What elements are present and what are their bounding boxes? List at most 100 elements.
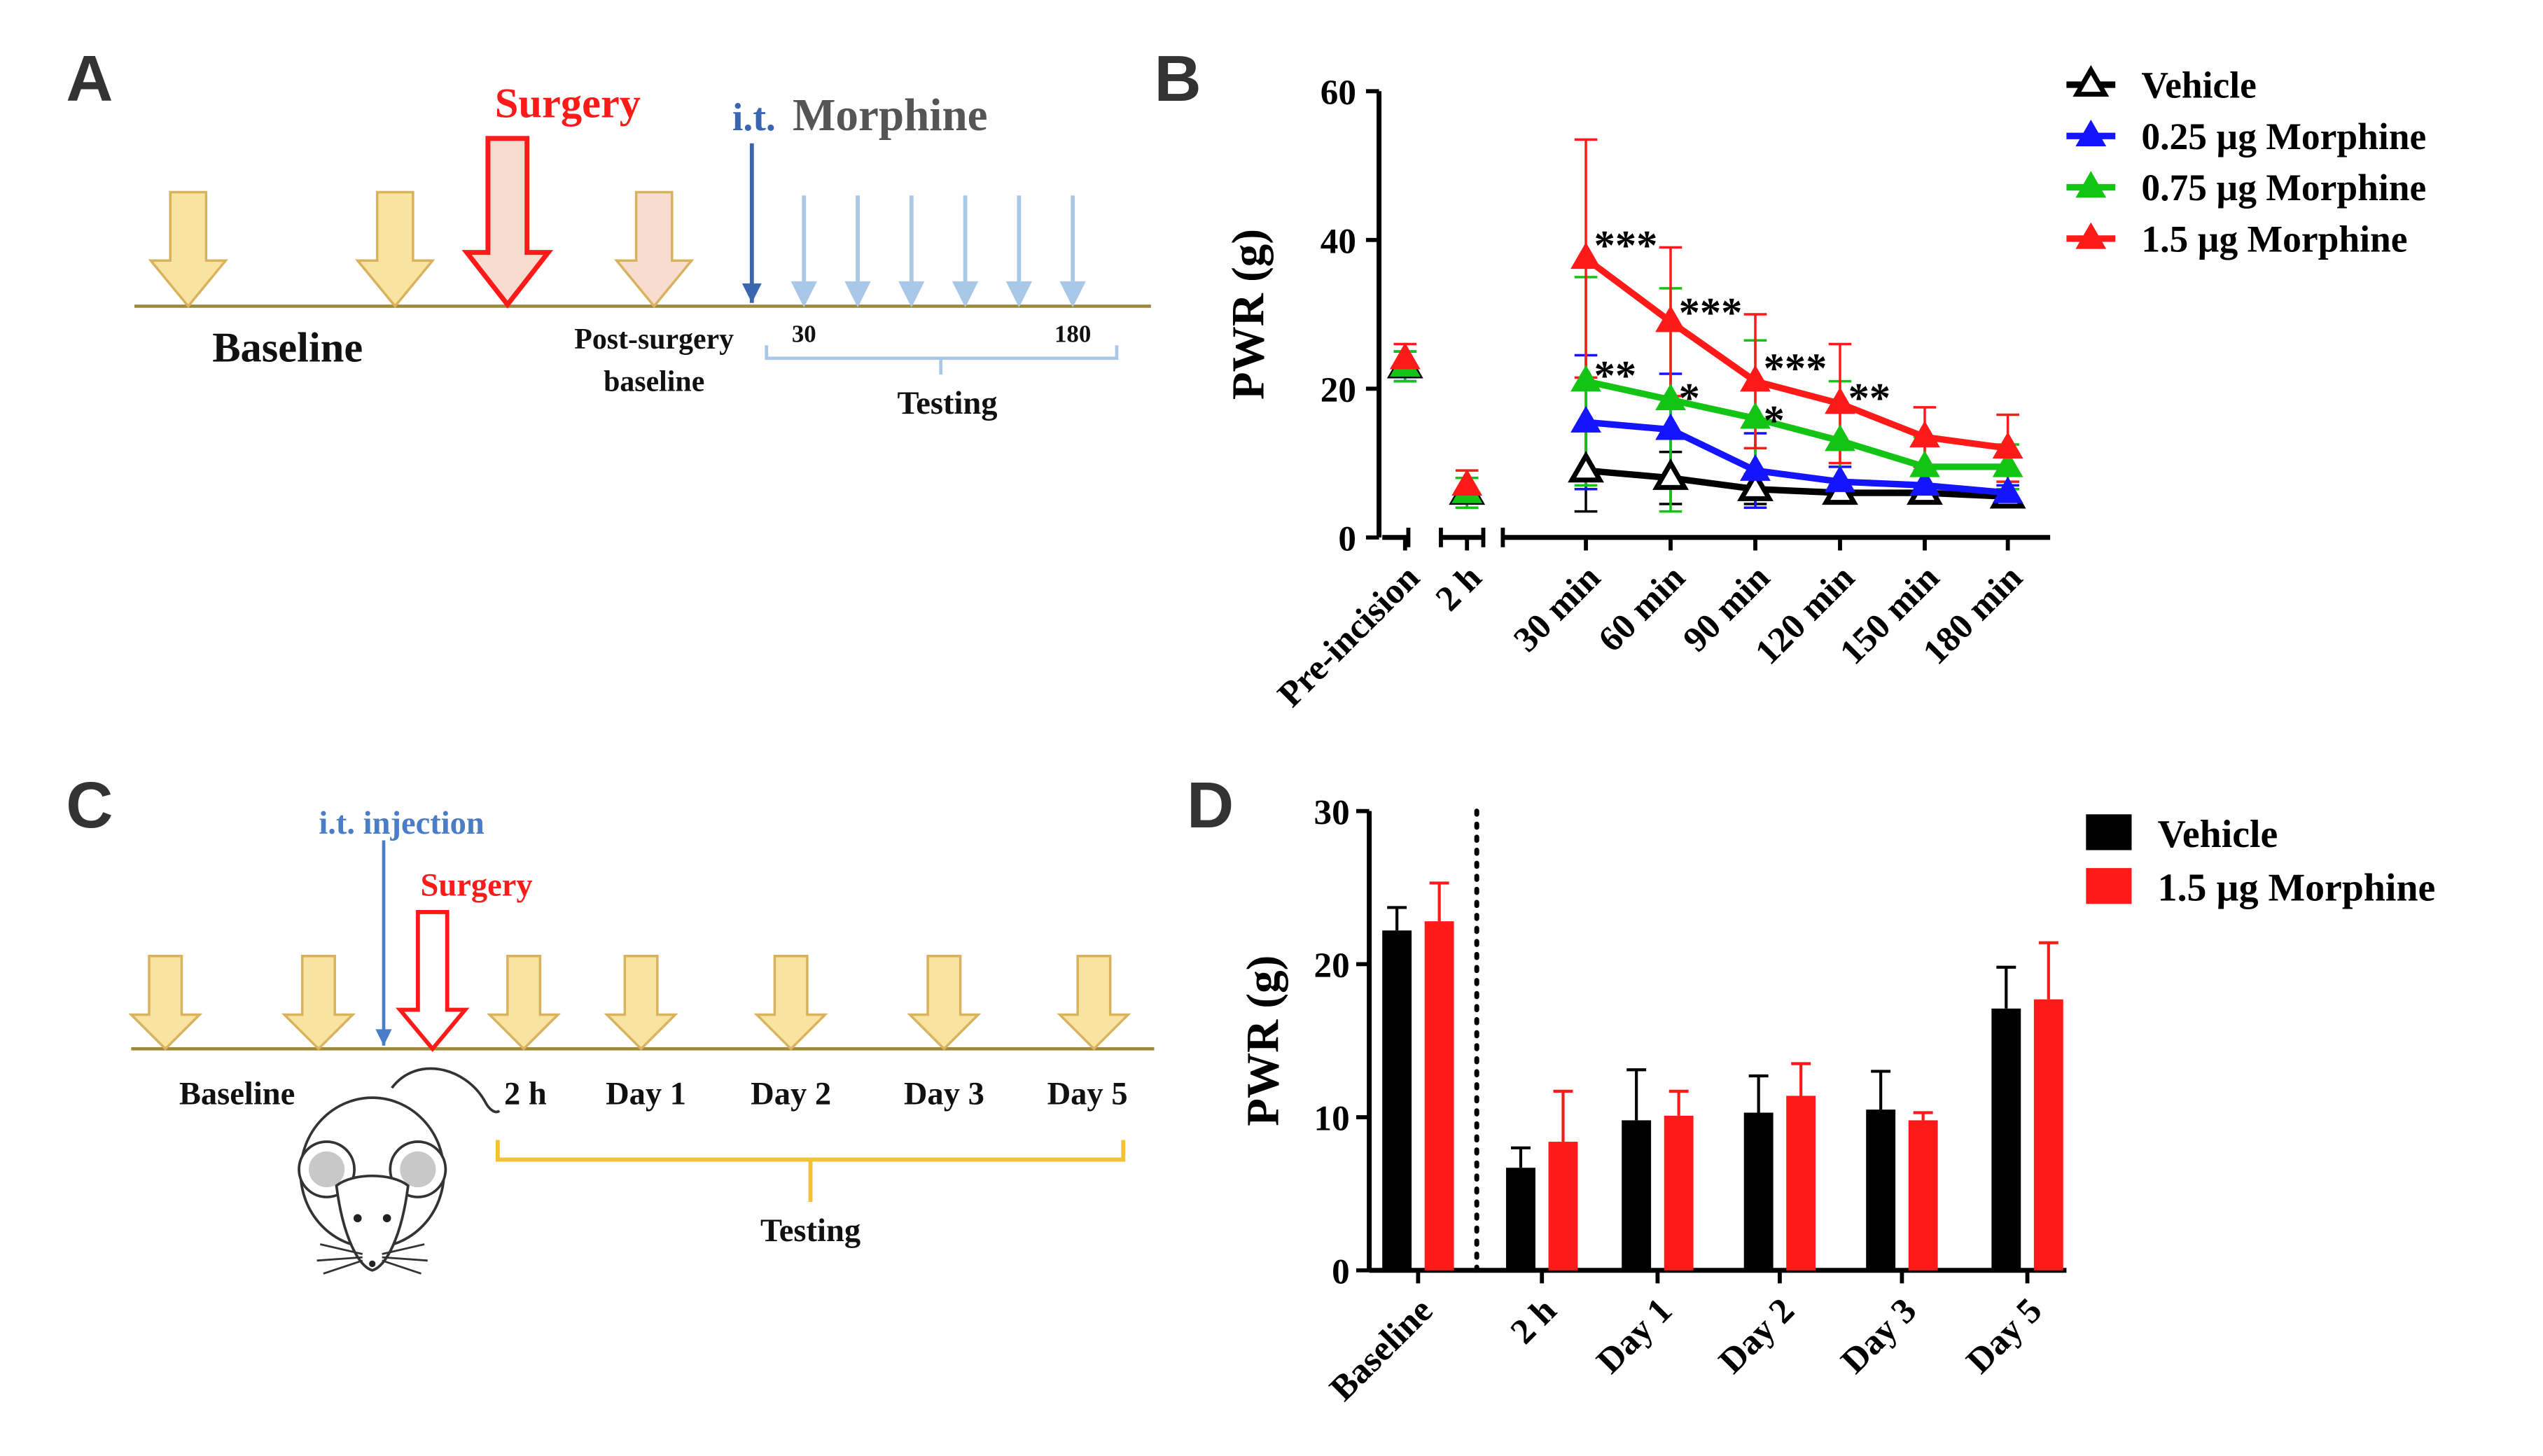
significance-mark-b: **: [1594, 353, 1636, 400]
data-point-b: [1570, 242, 1601, 270]
it-label-a: i.t.: [732, 96, 776, 139]
y-tick-label-d: 20: [1314, 946, 1350, 986]
morphine-label-a: Morphine: [793, 90, 988, 141]
mouse-nose: [369, 1260, 376, 1268]
surgery-arrow-c: [396, 910, 470, 1052]
timepoint-label-c: Day 3: [904, 1076, 984, 1112]
chart-d: 0 10 20 30 PWR (g) Baseline 2 h Day 1 Day 2 Day 3…: [1238, 792, 2435, 1408]
series-line-b: [1584, 255, 2009, 451]
testing-arrow-c2: [604, 954, 678, 1051]
mouse-whiskers: [316, 1243, 428, 1275]
x-tick-label-d: Day 2: [1711, 1290, 1802, 1381]
baseline-label-c: Baseline: [179, 1076, 295, 1112]
panel-label-b: B: [1154, 42, 1201, 115]
data-point-b: [1568, 451, 1604, 483]
bar-d: [1866, 1110, 1896, 1270]
legend-swatch-d: [2086, 814, 2132, 850]
legend-label-b: Vehicle: [2141, 64, 2256, 106]
post-surgery-arrow: [614, 190, 695, 309]
baseline-arrow-1: [148, 190, 229, 309]
baseline-arrow-2: [355, 190, 436, 309]
legend-label-b: 1.5 µg Morphine: [2141, 218, 2407, 260]
it-injection-arrowhead-a: [741, 283, 762, 303]
legend-label-b: 0.25 µg Morphine: [2141, 115, 2426, 158]
post-baseline-label-a: baseline: [604, 365, 704, 398]
mouse-eye-right: [382, 1214, 391, 1223]
data-point-b: [1652, 458, 1689, 490]
data-point-b: [1825, 465, 1855, 492]
bar-d: [1664, 1115, 1694, 1270]
data-point-b: [1909, 450, 1940, 477]
y-tick-label-b: 20: [1321, 370, 1356, 410]
x-tick-label-d: 2 h: [1503, 1290, 1564, 1352]
mouse-ear-right-inner: [400, 1151, 436, 1188]
legend-marker-b: [2072, 65, 2110, 97]
testing-arrow-c1: [487, 954, 562, 1051]
testing-label-a: Testing: [897, 386, 997, 421]
timepoint-label-c: 2 h: [504, 1076, 547, 1112]
legend-label-d: 1.5 µg Morphine: [2158, 867, 2436, 910]
surgery-title-c: Surgery: [421, 868, 533, 904]
panel-c-schematic: i.t. injection Surgery Baseline 2 h Day …: [128, 806, 1155, 1275]
data-point-b: [1825, 424, 1855, 451]
post-surgery-label-a: Post-surgery: [574, 323, 734, 356]
bar-d: [2033, 999, 2063, 1270]
y-tick-label-b: 0: [1338, 519, 1356, 559]
significance-mark-b: *: [1764, 397, 1785, 444]
data-point-b: [1655, 305, 1686, 332]
significance-mark-b: ***: [1679, 289, 1743, 336]
data-point-b: [1992, 476, 2023, 503]
testing-arrow-c5: [1057, 954, 1131, 1051]
testing-bracket-c: [495, 1140, 1126, 1203]
testing-label-c: Testing: [760, 1213, 861, 1249]
x-tick-label-d: Day 1: [1589, 1290, 1680, 1381]
bar-d: [1622, 1120, 1652, 1270]
legend-label-b: 0.75 µg Morphine: [2141, 167, 2426, 209]
bar-d: [1786, 1096, 1816, 1270]
significance-mark-b: **: [1848, 375, 1890, 422]
x-tick-label-b: 30 min: [1506, 557, 1608, 659]
x-tick-label-b: 60 min: [1591, 557, 1693, 659]
mouse-tail: [391, 1067, 501, 1114]
x-tick-label-d: Baseline: [1322, 1290, 1440, 1408]
data-point-b: [1570, 365, 1601, 392]
data-point-b: [1570, 405, 1601, 433]
baseline-arrow-c2: [281, 954, 356, 1051]
legend-marker-b: [2075, 120, 2107, 147]
y-tick-label-d: 0: [1332, 1252, 1350, 1292]
y-tick-label-d: 10: [1314, 1099, 1350, 1139]
timepoint-label-c: Day 1: [606, 1076, 686, 1112]
series-line-b: [1585, 419, 2009, 496]
significance-mark-b: ***: [1764, 345, 1827, 392]
panel-label-c: C: [66, 769, 113, 841]
legend-label-d: Vehicle: [2158, 813, 2278, 856]
data-point-b: [1740, 402, 1771, 429]
panel-label-a: A: [66, 42, 113, 115]
data-point-b: [1825, 387, 1855, 414]
data-point-b: [1740, 454, 1771, 481]
mouse-head: [335, 1175, 410, 1272]
y-tick-label-b: 60: [1321, 73, 1356, 113]
x-tick-label-b: 2 h: [1428, 557, 1489, 619]
bar-d: [1743, 1112, 1774, 1270]
bar-d: [1548, 1142, 1578, 1270]
bar-d: [1424, 921, 1454, 1270]
data-point-b: [1909, 421, 1940, 448]
baseline-label-a: Baseline: [212, 325, 363, 372]
it-injection-arrowhead-c: [375, 1029, 392, 1046]
data-point-b: [1389, 342, 1421, 370]
data-point-b: [1909, 469, 1940, 496]
mouse-illustration: [298, 1067, 501, 1275]
y-axis-title-b: PWR (g): [1223, 229, 1274, 400]
testing-arrow-c3: [753, 954, 828, 1051]
injection-title-c: i.t. injection: [319, 806, 485, 841]
data-point-b: [1992, 450, 2023, 477]
timepoint-label-c: Day 5: [1047, 1076, 1128, 1112]
x-tick-label-d: Day 3: [1833, 1290, 1924, 1381]
legend-marker-b: [2075, 222, 2107, 249]
surgery-arrow: [461, 136, 554, 309]
data-point-b: [1740, 365, 1771, 392]
mouse-ear-left-inner: [308, 1151, 345, 1188]
mouse-eye-left: [353, 1214, 362, 1223]
